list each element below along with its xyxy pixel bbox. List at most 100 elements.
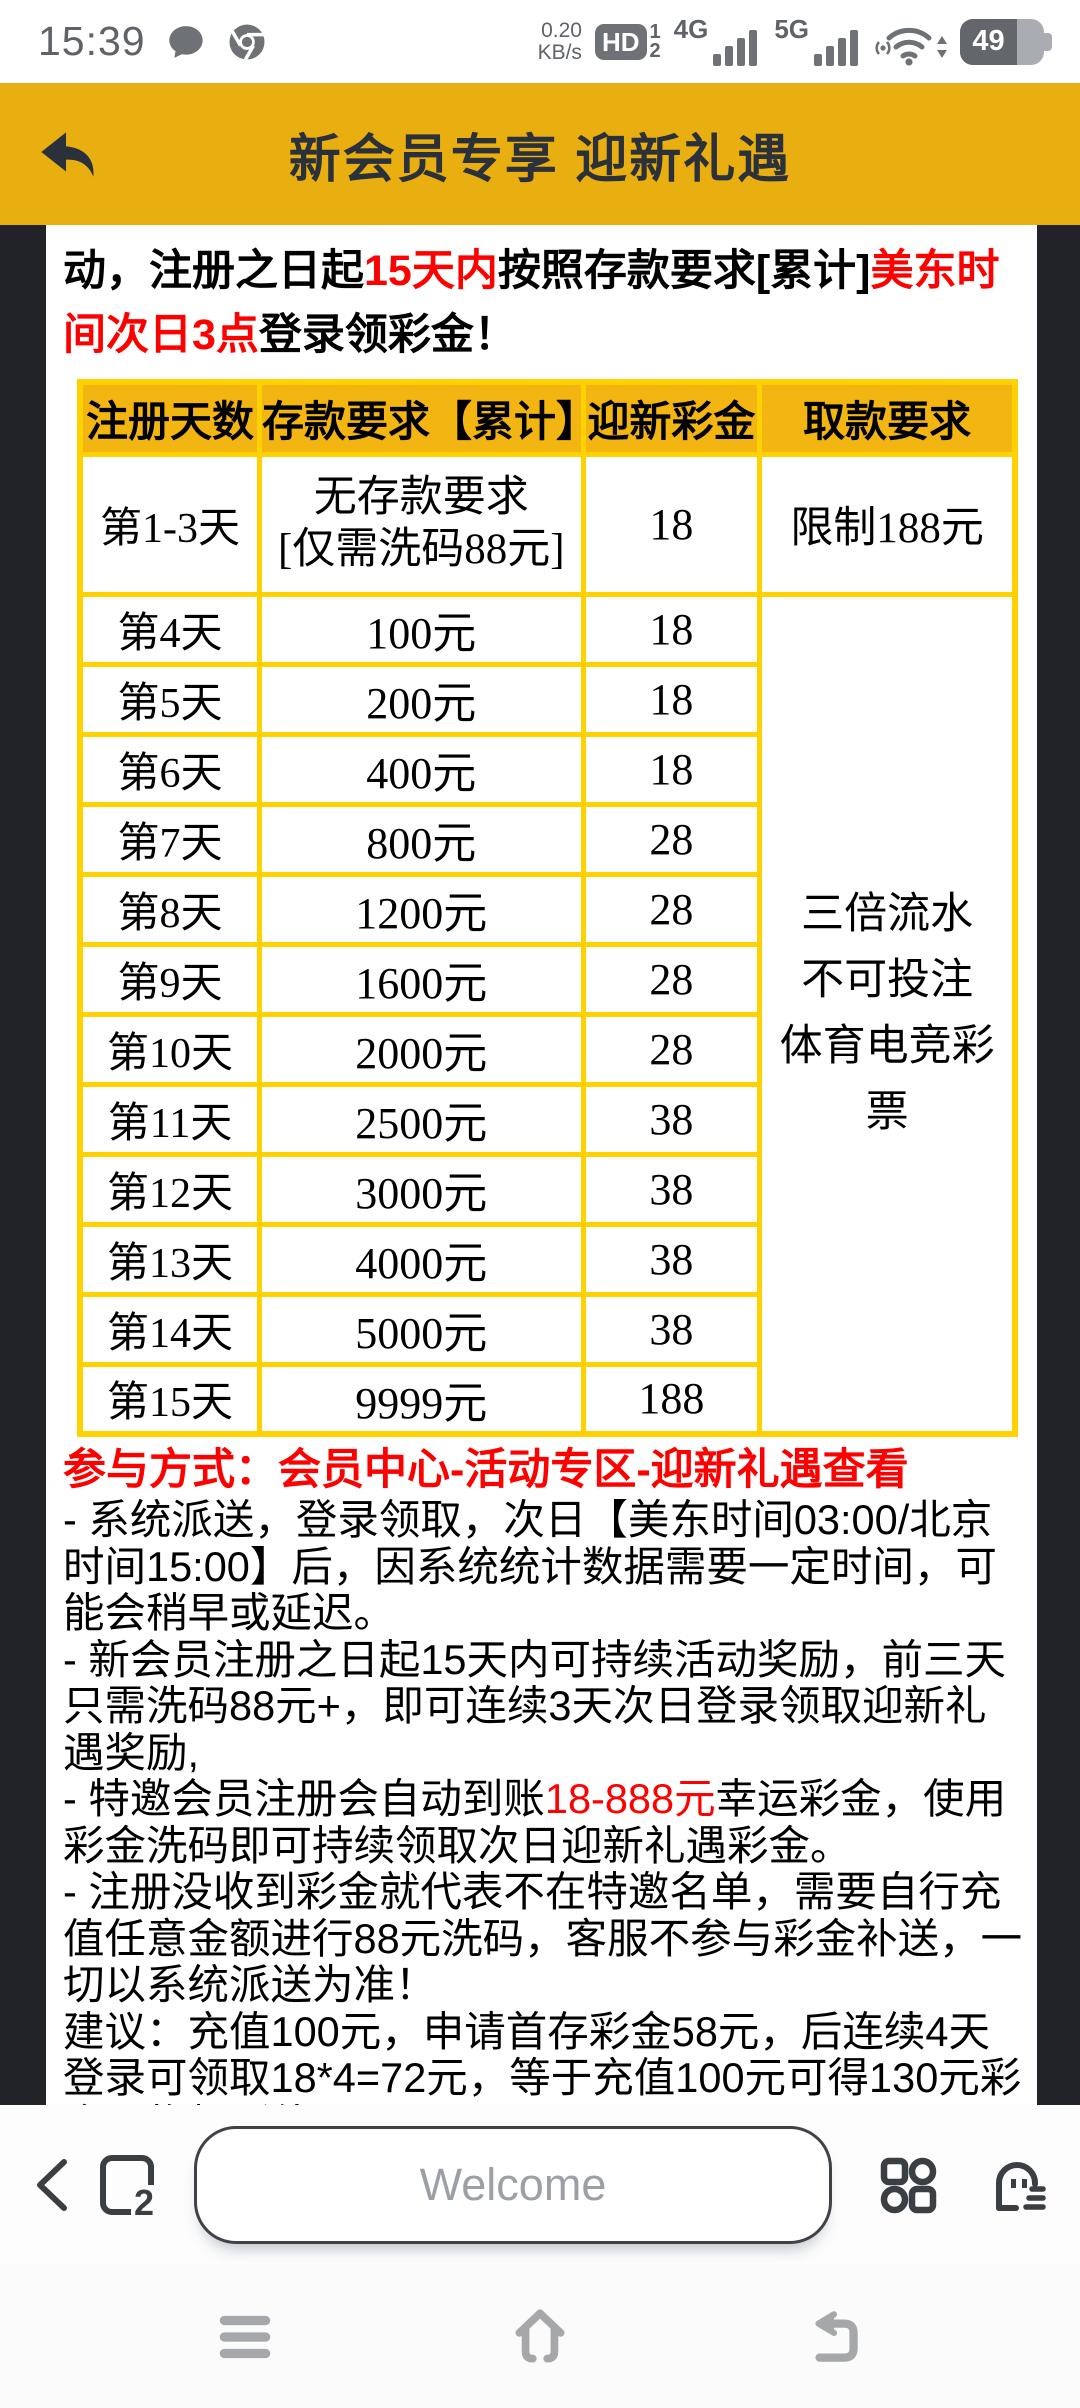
table-row: 第11天 2500元 38 bbox=[77, 1081, 1015, 1157]
note-paragraph: - 特邀会员注册会自动到账18-888元幸运彩金，使用彩金洗码即可持续领取次日迎… bbox=[63, 1775, 1007, 1869]
note-paragraph: 建议：充值100元，申请首存彩金58元，后连续4天登录可领取18*4=72元，等… bbox=[63, 2007, 1022, 2105]
cell-deposit: 1200元 bbox=[257, 871, 586, 947]
cell-deposit: 3000元 bbox=[257, 1151, 586, 1227]
browser-back-icon[interactable] bbox=[30, 2156, 72, 2214]
url-bar[interactable]: Welcome bbox=[194, 2126, 832, 2244]
promo-page: 动，注册之日起15天内按照存款要求[累计]美东时间次日3点登录领彩金！ 注册天数… bbox=[46, 225, 1037, 2105]
cell-days: 第4天 bbox=[77, 591, 263, 667]
cell-bonus: 28 bbox=[580, 801, 763, 877]
wifi-icon bbox=[875, 27, 947, 66]
cell-deposit: 2000元 bbox=[257, 1011, 586, 1087]
cell-days: 第10天 bbox=[77, 1011, 263, 1087]
battery-percent: 49 bbox=[960, 18, 1017, 65]
table-row: 第7天 800元 28 bbox=[77, 801, 1015, 877]
cell-bonus: 38 bbox=[580, 1151, 763, 1227]
table-row: 第12天 3000元 38 bbox=[77, 1151, 1015, 1227]
cell-deposit: 9999元 bbox=[257, 1361, 586, 1437]
intro-text: 动，注册之日起15天内按照存款要求[累计]美东时间次日3点登录领彩金！ bbox=[63, 239, 1023, 367]
table-row: 第13天 4000元 38 bbox=[77, 1221, 1015, 1297]
highlight-amount: 18-888元 bbox=[544, 1775, 716, 1822]
intro-segment: 动，注册之日起 bbox=[63, 247, 364, 295]
page-title: 新会员专享 迎新礼遇 bbox=[288, 130, 792, 189]
cell-deposit: 4000元 bbox=[257, 1221, 586, 1297]
signal-sim1-icon: 4G bbox=[674, 16, 762, 68]
android-nav-bar bbox=[0, 2265, 1080, 2408]
participation-line: 参与方式：会员中心-活动专区-迎新礼遇查看 bbox=[63, 1446, 909, 1494]
table-row: 第5天 200元 18 bbox=[77, 661, 1015, 737]
nav-menu-icon[interactable] bbox=[212, 2304, 278, 2370]
cell-bonus: 18 bbox=[580, 451, 763, 597]
cell-bonus: 28 bbox=[580, 941, 763, 1017]
apps-grid-icon[interactable] bbox=[876, 2153, 940, 2217]
cell-deposit: 800元 bbox=[257, 801, 586, 877]
cell-bonus: 28 bbox=[580, 871, 763, 947]
cell-deposit: 2500元 bbox=[257, 1081, 586, 1157]
cell-withdraw-merged: 三倍流水 不可投注 体育电竞彩票 bbox=[757, 591, 1018, 1437]
back-arrow-icon[interactable] bbox=[32, 121, 98, 187]
nav-home-icon[interactable] bbox=[507, 2304, 573, 2370]
table-row: 第4天 100元 18 三倍流水 不可投注 体育电竞彩票 bbox=[77, 591, 1018, 1437]
cell-bonus: 38 bbox=[580, 1221, 763, 1297]
cell-deposit: 400元 bbox=[257, 731, 586, 807]
intro-segment-red: 15天内 bbox=[364, 247, 498, 295]
note-paragraph: - 新会员注册之日起15天内可持续活动奖励，前三天只需洗码88元+，即可连续3天… bbox=[63, 1635, 1007, 1776]
url-text: Welcome bbox=[419, 2159, 607, 2210]
intro-segment: 登录领彩金！ bbox=[258, 311, 517, 359]
tab-counter-button[interactable]: 2 bbox=[100, 2155, 157, 2221]
cell-days: 第9天 bbox=[77, 941, 263, 1017]
nav-back-icon[interactable] bbox=[802, 2304, 868, 2370]
cell-days: 第8天 bbox=[77, 871, 263, 947]
cell-days: 第11天 bbox=[77, 1081, 263, 1157]
cell-withdraw: 限制188元 bbox=[757, 451, 1018, 597]
col-header-deposit: 存款要求【累计】 bbox=[257, 379, 598, 457]
cell-days: 第15天 bbox=[77, 1361, 263, 1437]
cell-bonus: 18 bbox=[580, 591, 763, 667]
assistant-ghost-icon[interactable] bbox=[986, 2153, 1050, 2217]
network-speed: 0.20 KB/s bbox=[537, 18, 582, 64]
cell-bonus: 18 bbox=[580, 731, 763, 807]
cell-bonus: 38 bbox=[580, 1291, 763, 1367]
cell-days: 第14天 bbox=[77, 1291, 263, 1367]
intro-segment: 按照存款要求[累计] bbox=[497, 247, 871, 295]
tab-count: 2 bbox=[130, 2185, 157, 2221]
table-row: 第10天 2000元 28 bbox=[77, 1011, 1015, 1087]
cell-days: 第5天 bbox=[77, 661, 263, 737]
table-row: 第9天 1600元 28 bbox=[77, 941, 1015, 1017]
cell-deposit: 5000元 bbox=[257, 1291, 586, 1367]
browser-toolbar: 2 Welcome bbox=[0, 2105, 1080, 2265]
col-header-days: 注册天数 bbox=[77, 379, 263, 457]
cell-days: 第6天 bbox=[77, 731, 263, 807]
cell-bonus: 28 bbox=[580, 1011, 763, 1087]
cell-deposit: 200元 bbox=[257, 661, 586, 737]
cell-days: 第13天 bbox=[77, 1221, 263, 1297]
clock: 15:39 bbox=[38, 18, 146, 64]
hd-volte-icon: HD 1 2 bbox=[594, 22, 661, 61]
cell-deposit: 无存款要求 [仅需洗码88元] bbox=[257, 451, 586, 597]
cell-deposit: 1600元 bbox=[257, 941, 586, 1017]
table-row: 第6天 400元 18 bbox=[77, 731, 1015, 807]
signal-sim2-icon: 5G bbox=[774, 16, 862, 68]
cell-days: 第7天 bbox=[77, 801, 263, 877]
table-row: 第15天 9999元 188 bbox=[77, 1361, 1015, 1437]
cell-bonus: 188 bbox=[580, 1361, 763, 1437]
table-header-row: 注册天数 存款要求【累计】 迎新彩金 取款要求 bbox=[77, 379, 1018, 457]
chrome-icon bbox=[229, 24, 265, 61]
note-paragraph: - 注册没收到彩金就代表不在特邀名单，需要自行充值任意金额进行88元洗码，客服不… bbox=[63, 1868, 1023, 2008]
note-paragraph: - 系统派送，登录领取，次日【美东时间03:00/北京时间15:00】后，因系统… bbox=[63, 1496, 997, 1636]
app-header: 新会员专享 迎新礼遇 bbox=[0, 83, 1080, 225]
status-bar: 15:39 0.20 KB/s HD 1 2 4G 5G bbox=[0, 0, 1080, 83]
col-header-bonus: 迎新彩金 bbox=[580, 379, 763, 457]
cell-bonus: 38 bbox=[580, 1081, 763, 1157]
intro-segment-red: 美东时间次日3点 bbox=[63, 247, 1000, 359]
cell-days: 第12天 bbox=[77, 1151, 263, 1227]
col-header-withdraw: 取款要求 bbox=[757, 379, 1018, 457]
table-row: 第14天 5000元 38 bbox=[77, 1291, 1015, 1367]
content-frame: 动，注册之日起15天内按照存款要求[累计]美东时间次日3点登录领彩金！ 注册天数… bbox=[0, 225, 1080, 2105]
table-row: 第1-3天 无存款要求 [仅需洗码88元] 18 限制188元 bbox=[77, 451, 1018, 597]
cell-bonus: 18 bbox=[580, 661, 763, 737]
table-row: 第8天 1200元 28 bbox=[77, 871, 1015, 947]
cell-days: 第1-3天 bbox=[77, 451, 263, 597]
cell-deposit: 100元 bbox=[257, 591, 586, 667]
message-bubble-icon bbox=[168, 25, 203, 58]
bonus-table: 注册天数 存款要求【累计】 迎新彩金 取款要求 第1-3天 无存款要求 [仅需洗… bbox=[77, 379, 1018, 1437]
